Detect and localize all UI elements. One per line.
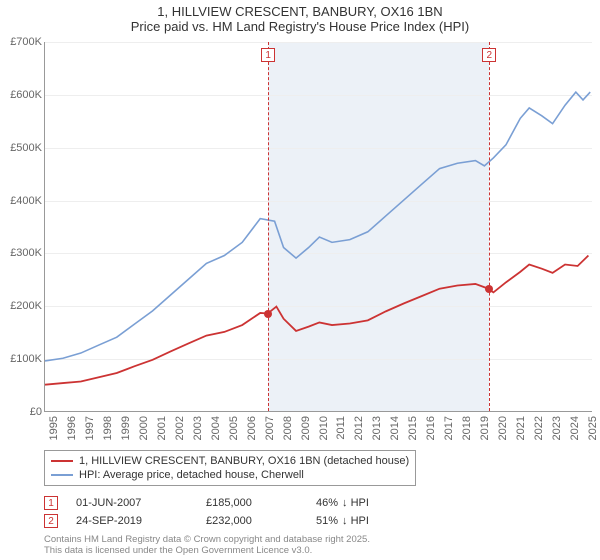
x-tick-label: 2014 — [389, 416, 401, 446]
sale-marker-box: 2 — [482, 48, 496, 62]
x-tick-label: 2023 — [551, 416, 563, 446]
down-arrow-icon: ↓ HPI — [342, 497, 369, 509]
x-tick-label: 2007 — [264, 416, 276, 446]
x-tick-label: 2021 — [515, 416, 527, 446]
x-tick-label: 2025 — [587, 416, 599, 446]
y-tick-label: £100K — [2, 353, 42, 365]
chart-svg — [45, 42, 592, 411]
sale-vline — [489, 42, 490, 411]
legend-item: HPI: Average price, detached house, Cher… — [51, 468, 409, 482]
x-tick-label: 1999 — [120, 416, 132, 446]
y-tick-label: £500K — [2, 142, 42, 154]
sale-point-dot — [264, 310, 272, 318]
x-tick-label: 2006 — [246, 416, 258, 446]
legend-item: 1, HILLVIEW CRESCENT, BANBURY, OX16 1BN … — [51, 454, 409, 468]
x-tick-label: 2009 — [300, 416, 312, 446]
sale-marker-icon: 1 — [44, 496, 58, 510]
x-tick-label: 2001 — [156, 416, 168, 446]
x-tick-label: 2024 — [569, 416, 581, 446]
series-price_paid — [45, 256, 588, 385]
legend-swatch — [51, 474, 73, 476]
legend-label: HPI: Average price, detached house, Cher… — [79, 469, 304, 481]
sale-vs-hpi: 46% ↓ HPI — [316, 497, 436, 509]
sale-price: £185,000 — [206, 497, 316, 509]
footnote: Contains HM Land Registry data © Crown c… — [44, 534, 370, 557]
x-tick-label: 2003 — [192, 416, 204, 446]
sale-point-dot — [485, 285, 493, 293]
title-address: 1, HILLVIEW CRESCENT, BANBURY, OX16 1BN — [0, 4, 600, 19]
x-tick-label: 2004 — [210, 416, 222, 446]
sales-table: 1 01-JUN-2007 £185,000 46% ↓ HPI 2 24-SE… — [44, 494, 592, 530]
series-hpi — [45, 92, 590, 361]
x-tick-label: 2012 — [353, 416, 365, 446]
title-block: 1, HILLVIEW CRESCENT, BANBURY, OX16 1BN … — [0, 0, 600, 36]
x-tick-label: 2000 — [138, 416, 150, 446]
y-tick-label: £400K — [2, 195, 42, 207]
legend-box: 1, HILLVIEW CRESCENT, BANBURY, OX16 1BN … — [44, 450, 416, 486]
x-tick-label: 2010 — [318, 416, 330, 446]
legend-label: 1, HILLVIEW CRESCENT, BANBURY, OX16 1BN … — [79, 455, 409, 467]
y-tick-label: £0 — [2, 406, 42, 418]
legend-swatch — [51, 460, 73, 462]
x-tick-label: 2019 — [479, 416, 491, 446]
chart-container: 1, HILLVIEW CRESCENT, BANBURY, OX16 1BN … — [0, 0, 600, 560]
sale-price: £232,000 — [206, 515, 316, 527]
sale-marker-icon: 2 — [44, 514, 58, 528]
x-tick-label: 2022 — [533, 416, 545, 446]
x-tick-label: 2008 — [282, 416, 294, 446]
y-tick-label: £200K — [2, 300, 42, 312]
sale-vline — [268, 42, 269, 411]
x-tick-label: 2011 — [335, 416, 347, 446]
x-tick-label: 1997 — [84, 416, 96, 446]
plot-area: 12 — [44, 42, 592, 412]
x-tick-label: 2018 — [461, 416, 473, 446]
down-arrow-icon: ↓ HPI — [342, 515, 369, 527]
y-tick-label: £600K — [2, 89, 42, 101]
x-tick-label: 2002 — [174, 416, 186, 446]
title-subtitle: Price paid vs. HM Land Registry's House … — [0, 19, 600, 34]
x-tick-label: 2016 — [425, 416, 437, 446]
y-tick-label: £700K — [2, 36, 42, 48]
x-tick-label: 2017 — [443, 416, 455, 446]
y-tick-label: £300K — [2, 247, 42, 259]
sale-date: 01-JUN-2007 — [76, 497, 206, 509]
copyright-line: Contains HM Land Registry data © Crown c… — [44, 534, 370, 545]
x-tick-label: 2015 — [407, 416, 419, 446]
table-row: 1 01-JUN-2007 £185,000 46% ↓ HPI — [44, 494, 592, 512]
table-row: 2 24-SEP-2019 £232,000 51% ↓ HPI — [44, 512, 592, 530]
x-tick-label: 2020 — [497, 416, 509, 446]
x-tick-label: 2013 — [371, 416, 383, 446]
sale-vs-hpi: 51% ↓ HPI — [316, 515, 436, 527]
legend: 1, HILLVIEW CRESCENT, BANBURY, OX16 1BN … — [44, 450, 592, 486]
x-tick-label: 1995 — [48, 416, 60, 446]
sale-marker-box: 1 — [261, 48, 275, 62]
x-tick-label: 2005 — [228, 416, 240, 446]
x-tick-label: 1996 — [66, 416, 78, 446]
sale-date: 24-SEP-2019 — [76, 515, 206, 527]
licence-line: This data is licensed under the Open Gov… — [44, 545, 370, 556]
x-tick-label: 1998 — [102, 416, 114, 446]
